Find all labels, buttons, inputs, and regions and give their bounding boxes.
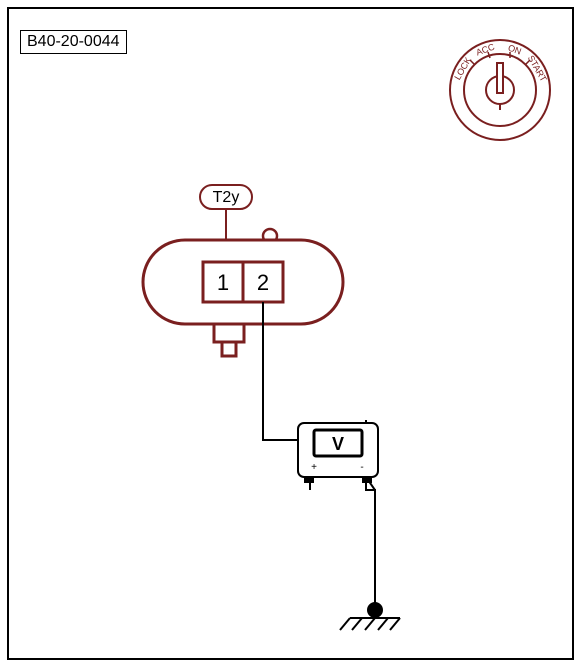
voltmeter-minus-label: -	[360, 462, 363, 473]
connector-pin-2-label: 2	[257, 270, 269, 295]
wire-label-t2y-group: T2y	[200, 185, 252, 209]
connector-plug-detail	[214, 324, 244, 356]
connector-pin-1-label: 1	[217, 270, 229, 295]
wire-meter-minus-to-ground-2	[366, 477, 375, 610]
ground-symbol	[340, 602, 400, 630]
voltmeter-symbol: V	[332, 434, 344, 454]
wiring-diagram: LOCK ACC ON START T2y 1 2	[0, 0, 581, 667]
diagram-frame	[8, 8, 573, 659]
wire-label-t2y: T2y	[213, 189, 240, 206]
voltmeter-plus-label: +	[311, 462, 317, 473]
ignition-switch: LOCK ACC ON START	[450, 40, 550, 140]
connector-body: 1 2	[143, 240, 343, 324]
diagram-id-label: B40-20-0044	[20, 30, 127, 54]
